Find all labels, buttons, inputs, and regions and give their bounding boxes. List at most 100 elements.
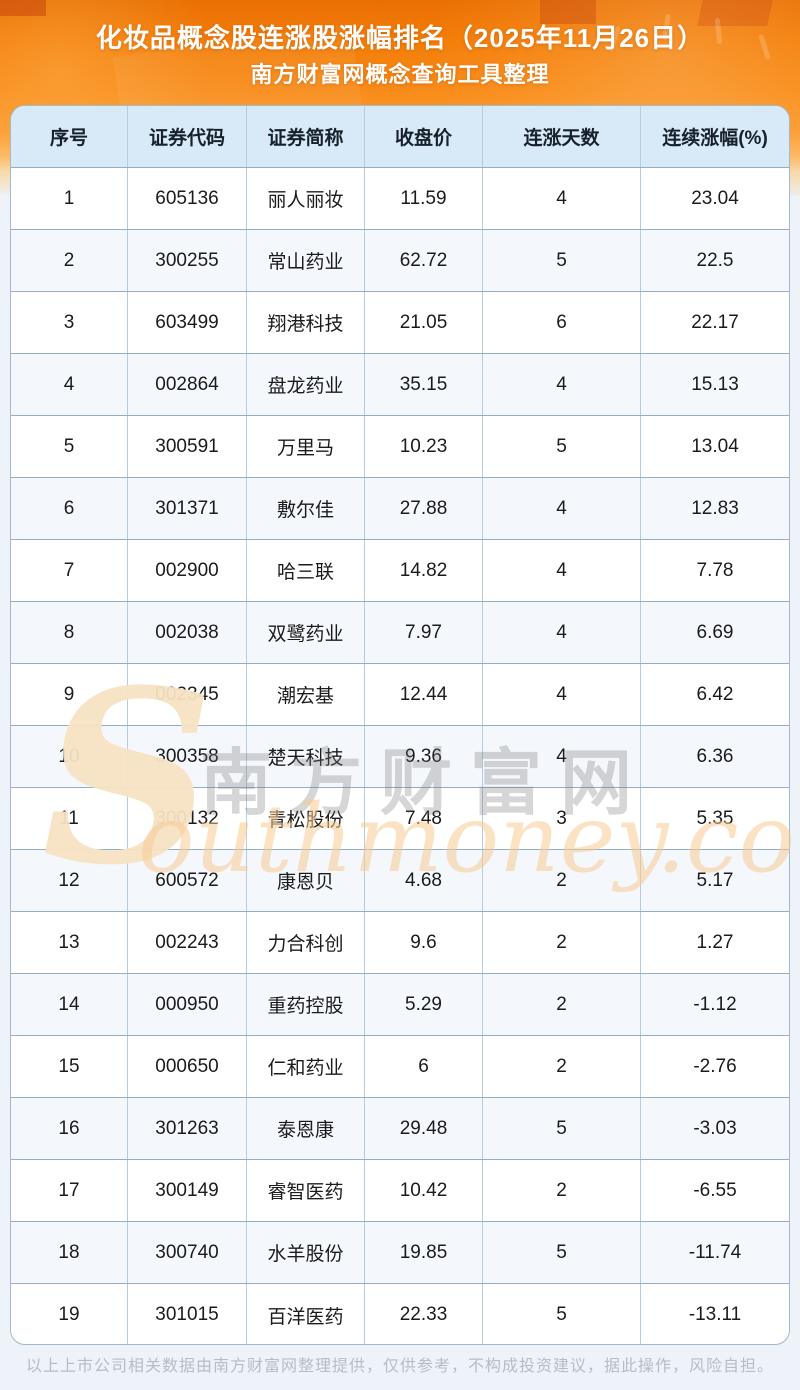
cell-close: 9.36 xyxy=(365,726,483,787)
header-titles: 化妆品概念股连涨股涨幅排名（2025年11月26日） 南方财富网概念查询工具整理 xyxy=(0,21,800,91)
cell-name: 力合科创 xyxy=(247,912,365,973)
cell-gain: 7.78 xyxy=(696,559,734,581)
cell-code: 603499 xyxy=(128,292,247,353)
cell-close: 29.48 xyxy=(365,1098,483,1159)
cell-close: 7.97 xyxy=(365,602,483,663)
cell-close: 62.72 xyxy=(365,230,483,291)
cell-close: 12.44 xyxy=(365,664,483,725)
cell-days: 5 xyxy=(483,1222,641,1283)
table-row: 3 603499 翔港科技 21.05 6 22.17 xyxy=(11,292,789,354)
page-title: 化妆品概念股连涨股涨幅排名（2025年11月26日） xyxy=(95,23,705,53)
cell-name: 盘龙药业 xyxy=(247,354,365,415)
cell-code: 300255 xyxy=(128,230,247,291)
table-row: 8 002038 双鹭药业 7.97 4 6.69 xyxy=(11,602,789,664)
cell-code: 605136 xyxy=(128,168,247,229)
cell-close: 11.59 xyxy=(365,168,483,229)
cell-gain: 15.13 xyxy=(691,373,739,395)
cell-days: 2 xyxy=(483,974,641,1035)
table-row: 17 300149 睿智医药 10.42 2 -6.55 xyxy=(11,1160,789,1222)
cell-rank: 6 xyxy=(11,478,128,539)
table-row: 16 301263 泰恩康 29.48 5 -3.03 xyxy=(11,1098,789,1160)
cell-rank: 12 xyxy=(11,850,128,911)
cell-gain: -1.12 xyxy=(693,993,737,1015)
stocks-table: 序号 证券代码 证券简称 收盘价 连涨天数 连续涨幅(%) 1 605136 丽… xyxy=(10,105,790,1345)
table-row: 10 300358 楚天科技 9.36 4 6.36 xyxy=(11,726,789,788)
cell-days: 2 xyxy=(483,850,641,911)
cell-gain: 22.17 xyxy=(691,311,739,333)
cell-code: 301263 xyxy=(128,1098,247,1159)
cell-rank: 5 xyxy=(11,416,128,477)
table-row: 19 301015 百洋医药 22.33 5 -13.11 xyxy=(11,1284,789,1344)
cell-name: 水羊股份 xyxy=(247,1222,365,1283)
cell-gain: 5.17 xyxy=(696,869,734,891)
table-row: 12 600572 康恩贝 4.68 2 5.17 xyxy=(11,850,789,912)
cell-rank: 2 xyxy=(11,230,128,291)
cell-name: 康恩贝 xyxy=(247,850,365,911)
cell-name: 万里马 xyxy=(247,416,365,477)
header-cell-name: 证券简称 xyxy=(247,106,365,167)
table-row: 7 002900 哈三联 14.82 4 7.78 xyxy=(11,540,789,602)
cell-code: 301015 xyxy=(128,1284,247,1344)
cell-code: 600572 xyxy=(128,850,247,911)
header-cell-close: 收盘价 xyxy=(365,106,483,167)
cell-code: 300740 xyxy=(128,1222,247,1283)
cell-code: 300591 xyxy=(128,416,247,477)
cell-days: 4 xyxy=(483,354,641,415)
cell-close: 10.42 xyxy=(365,1160,483,1221)
cell-rank: 11 xyxy=(11,788,128,849)
cell-rank: 8 xyxy=(11,602,128,663)
header-cell-days: 连涨天数 xyxy=(483,106,641,167)
cell-name: 仁和药业 xyxy=(247,1036,365,1097)
cell-rank: 7 xyxy=(11,540,128,601)
cell-code: 002900 xyxy=(128,540,247,601)
cell-close: 19.85 xyxy=(365,1222,483,1283)
cell-rank: 17 xyxy=(11,1160,128,1221)
cell-code: 002864 xyxy=(128,354,247,415)
cell-close: 22.33 xyxy=(365,1284,483,1344)
cell-close: 7.48 xyxy=(365,788,483,849)
cell-close: 21.05 xyxy=(365,292,483,353)
table-row: 9 002345 潮宏基 12.44 4 6.42 xyxy=(11,664,789,726)
cell-days: 5 xyxy=(483,230,641,291)
cell-code: 002038 xyxy=(128,602,247,663)
cell-rank: 16 xyxy=(11,1098,128,1159)
cell-close: 6 xyxy=(365,1036,483,1097)
cell-gain: -6.55 xyxy=(693,1179,737,1201)
cell-name: 泰恩康 xyxy=(247,1098,365,1159)
cell-days: 2 xyxy=(483,912,641,973)
cell-name: 丽人丽妆 xyxy=(247,168,365,229)
cell-gain: 6.42 xyxy=(696,683,734,705)
cell-days: 3 xyxy=(483,788,641,849)
cell-rank: 1 xyxy=(11,168,128,229)
cell-close: 4.68 xyxy=(365,850,483,911)
cell-name: 百洋医药 xyxy=(247,1284,365,1344)
cell-name: 睿智医药 xyxy=(247,1160,365,1221)
cell-gain: 22.5 xyxy=(696,249,734,271)
cell-days: 2 xyxy=(483,1036,641,1097)
cell-code: 000950 xyxy=(128,974,247,1035)
cell-days: 6 xyxy=(483,292,641,353)
cell-code: 002345 xyxy=(128,664,247,725)
cell-gain: 6.69 xyxy=(696,621,734,643)
table-body: 1 605136 丽人丽妆 11.59 4 23.04 2 300255 常山药… xyxy=(11,168,789,1344)
cell-days: 5 xyxy=(483,1098,641,1159)
cell-code: 301371 xyxy=(128,478,247,539)
table-row: 15 000650 仁和药业 6 2 -2.76 xyxy=(11,1036,789,1098)
cell-days: 5 xyxy=(483,1284,641,1344)
cell-name: 楚天科技 xyxy=(247,726,365,787)
cell-days: 4 xyxy=(483,478,641,539)
cell-rank: 14 xyxy=(11,974,128,1035)
cell-days: 4 xyxy=(483,168,641,229)
cell-close: 10.23 xyxy=(365,416,483,477)
header-cell-code: 证券代码 xyxy=(128,106,247,167)
cell-days: 2 xyxy=(483,1160,641,1221)
header-cell-gain: 连续涨幅(%) xyxy=(662,128,768,149)
cell-gain: 1.27 xyxy=(696,931,734,953)
table-row: 2 300255 常山药业 62.72 5 22.5 xyxy=(11,230,789,292)
table-row: 13 002243 力合科创 9.6 2 1.27 xyxy=(11,912,789,974)
cell-code: 002243 xyxy=(128,912,247,973)
cell-gain: -13.11 xyxy=(688,1304,742,1325)
cell-gain: 13.04 xyxy=(691,435,739,457)
table-header-row: 序号 证券代码 证券简称 收盘价 连涨天数 连续涨幅(%) xyxy=(11,106,789,168)
